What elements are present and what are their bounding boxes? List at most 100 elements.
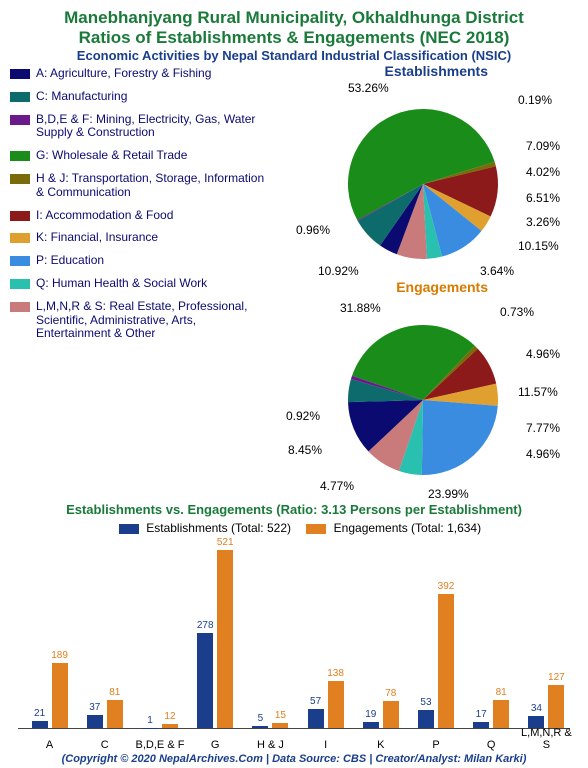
pie-callout: 0.96% <box>296 223 330 237</box>
bar-category-label: G <box>188 739 243 751</box>
legend-label: K: Financial, Insurance <box>36 231 158 245</box>
pie-callout: 10.15% <box>518 239 559 253</box>
category-legend: A: Agriculture, Forestry & Fishing C: Man… <box>10 67 268 350</box>
legend-item: H & J: Transportation, Storage, Informat… <box>10 172 268 200</box>
pie-callout: 8.45% <box>288 443 322 457</box>
bar-value-est: 57 <box>304 696 328 707</box>
bar-est <box>418 710 434 728</box>
bar-category-label: I <box>298 739 353 751</box>
bar-value-est: 53 <box>414 697 438 708</box>
pie-callout: 4.02% <box>526 165 560 179</box>
pie-callout: 10.92% <box>318 264 359 278</box>
bar-area: 2118937811122785215155713819785339217813… <box>18 541 570 729</box>
bar-legend-swatch-est <box>119 524 139 534</box>
bar-eng <box>217 550 233 728</box>
legend-label: C: Manufacturing <box>36 90 127 104</box>
bar-eng <box>493 700 509 728</box>
pie1-title: Establishments <box>268 63 578 79</box>
bar-eng <box>162 724 178 728</box>
pie-callout: 3.64% <box>480 264 514 278</box>
legend-label: G: Wholesale & Retail Trade <box>36 149 187 163</box>
legend-label: A: Agriculture, Forestry & Fishing <box>36 67 211 81</box>
bar-category-label: B,D,E & F <box>132 739 187 751</box>
pie-callout: 4.77% <box>320 479 354 493</box>
bar-value-eng: 81 <box>489 687 513 698</box>
bar-category-label: K <box>353 739 408 751</box>
bar-est <box>197 633 213 728</box>
bar-legend-eng-label: Engagements (Total: 1,634) <box>334 521 481 535</box>
bar-eng <box>272 723 288 728</box>
bar-category-label: L,M,N,R & S <box>519 727 574 751</box>
bar-value-eng: 127 <box>544 672 568 683</box>
bar-eng <box>383 701 399 728</box>
pie-callout: 3.26% <box>526 215 560 229</box>
legend-item: P: Education <box>10 254 268 268</box>
pie-callout: 7.09% <box>526 139 560 153</box>
legend-swatch <box>10 69 30 79</box>
bar-value-est: 19 <box>359 709 383 720</box>
pie-callout: 7.77% <box>526 421 560 435</box>
title-block: Manebhanjyang Rural Municipality, Okhald… <box>0 0 588 63</box>
legend-item: A: Agriculture, Forestry & Fishing <box>10 67 268 81</box>
pie-callout: 4.96% <box>526 347 560 361</box>
legend-swatch <box>10 151 30 161</box>
bar-chart: 2118937811122785215155713819785339217813… <box>10 541 578 751</box>
legend-swatch <box>10 174 30 184</box>
legend-label: P: Education <box>36 254 104 268</box>
legend-label: B,D,E & F: Mining, Electricity, Gas, Wat… <box>36 113 268 141</box>
bar-eng <box>52 663 68 728</box>
legend-swatch <box>10 115 30 125</box>
bar-eng <box>548 685 564 728</box>
bar-category-label: A <box>22 739 77 751</box>
bar-value-eng: 138 <box>324 668 348 679</box>
pie-callout: 4.96% <box>526 447 560 461</box>
bar-value-est: 17 <box>469 709 493 720</box>
pie-callout: 6.51% <box>526 191 560 205</box>
pie-slice <box>422 400 498 475</box>
bar-value-est: 37 <box>83 702 107 713</box>
bar-category-label: H & J <box>243 739 298 751</box>
legend-label: Q: Human Health & Social Work <box>36 277 207 291</box>
legend-swatch <box>10 302 30 312</box>
legend-item: K: Financial, Insurance <box>10 231 268 245</box>
legend-swatch <box>10 211 30 221</box>
pie-callout: 0.92% <box>286 409 320 423</box>
pie-callout: 23.99% <box>428 487 469 501</box>
bar-title: Establishments vs. Engagements (Ratio: 3… <box>10 502 578 517</box>
pie-block: Establishments 53.26% 0.96% 10.92% 3.64% 10.… <box>268 63 578 495</box>
legend-label: L,M,N,R & S: Real Estate, Professional, … <box>36 300 268 341</box>
legend-item: B,D,E & F: Mining, Electricity, Gas, Wat… <box>10 113 268 141</box>
bar-value-eng: 12 <box>158 711 182 722</box>
bar-value-eng: 78 <box>379 688 403 699</box>
bar-value-eng: 189 <box>48 650 72 661</box>
bar-value-eng: 81 <box>103 687 127 698</box>
legend-item: Q: Human Health & Social Work <box>10 277 268 291</box>
pie-callout: 0.19% <box>518 93 552 107</box>
bar-eng <box>328 681 344 728</box>
pie-callout: 31.88% <box>340 301 381 315</box>
bar-eng <box>438 594 454 728</box>
pie-callout: 53.26% <box>348 81 389 95</box>
legend-swatch <box>10 256 30 266</box>
pie1-wrap: 53.26% 0.96% 10.92% 3.64% 10.15% 3.26% 6.51% 4.… <box>268 79 578 279</box>
title-line1: Manebhanjyang Rural Municipality, Okhald… <box>10 8 578 28</box>
legend-label: I: Accommodation & Food <box>36 209 173 223</box>
footer-text: (Copyright © 2020 NepalArchives.Com | Da… <box>0 753 588 765</box>
bar-value-est: 278 <box>193 620 217 631</box>
subtitle: Economic Activities by Nepal Standard In… <box>10 48 578 63</box>
pie2-wrap: 31.88%0.92%8.45%4.77%23.99%4.96%7.77%11.… <box>268 295 578 495</box>
bar-est <box>308 709 324 728</box>
bar-legend: Establishments (Total: 522) Engagements … <box>10 521 578 535</box>
title-line2: Ratios of Establishments & Engagements (… <box>10 28 578 48</box>
bar-est <box>252 726 268 728</box>
bar-value-est: 21 <box>28 708 52 719</box>
legend-swatch <box>10 92 30 102</box>
pie2-title: Engagements <box>268 279 578 295</box>
bar-est <box>32 721 48 728</box>
legend-label: H & J: Transportation, Storage, Informat… <box>36 172 268 200</box>
legend-item: G: Wholesale & Retail Trade <box>10 149 268 163</box>
bar-eng <box>107 700 123 728</box>
bar-category-label: C <box>77 739 132 751</box>
bar-value-eng: 392 <box>434 581 458 592</box>
bar-section: Establishments vs. Engagements (Ratio: 3… <box>0 498 588 751</box>
